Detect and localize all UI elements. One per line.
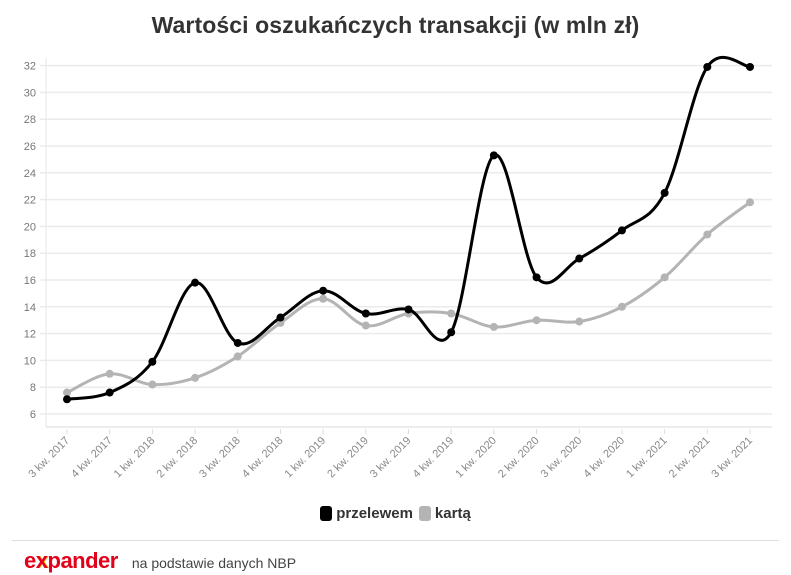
legend-label: kartą <box>434 505 471 522</box>
data-point[interactable] <box>746 62 754 71</box>
data-point[interactable] <box>447 328 456 337</box>
x-tick-label: 3 kw. 2017 <box>26 435 72 481</box>
data-point[interactable] <box>148 380 157 389</box>
legend-label: przelewem <box>336 505 413 522</box>
x-tick-label: 4 kw. 2017 <box>69 435 115 481</box>
data-point[interactable] <box>319 286 328 295</box>
source-note: na podstawie danych NBP <box>131 555 297 571</box>
data-point[interactable] <box>191 278 200 287</box>
data-point[interactable] <box>703 230 712 239</box>
y-tick-label: 28 <box>24 114 36 126</box>
data-point[interactable] <box>617 226 626 235</box>
data-point[interactable] <box>233 352 242 361</box>
legend-item-przelewem[interactable]: przelewem <box>320 505 413 522</box>
x-tick-label: 1 kw. 2021 <box>624 435 670 481</box>
data-point[interactable] <box>532 316 541 325</box>
y-tick-label: 18 <box>24 248 36 260</box>
x-tick-label: 4 kw. 2018 <box>240 435 286 481</box>
y-tick-label: 32 <box>24 61 36 73</box>
data-point[interactable] <box>575 317 584 326</box>
x-tick-label: 4 kw. 2020 <box>581 435 627 481</box>
y-tick-label: 14 <box>24 302 36 314</box>
footer: expander na podstawie danych NBP <box>24 548 296 574</box>
x-tick-label: 1 kw. 2018 <box>112 435 158 481</box>
data-point[interactable] <box>361 321 370 330</box>
legend-swatch-icon <box>418 506 431 521</box>
logo-part: pander <box>47 548 119 573</box>
logo-x: x <box>35 548 48 573</box>
x-tick-label: 2 kw. 2020 <box>496 435 542 481</box>
data-point[interactable] <box>63 388 71 397</box>
y-tick-label: 22 <box>24 195 36 207</box>
legend: przelewem kartą <box>0 505 791 522</box>
x-tick-label: 4 kw. 2019 <box>411 435 457 481</box>
data-point[interactable] <box>361 309 370 318</box>
x-tick-label: 2 kw. 2021 <box>667 435 713 481</box>
y-tick-label: 30 <box>24 87 36 99</box>
x-tick-label: 3 kw. 2019 <box>368 435 414 481</box>
data-point[interactable] <box>660 273 669 282</box>
series-lines <box>63 56 754 404</box>
y-tick-label: 26 <box>24 141 36 153</box>
y-tick-label: 10 <box>24 355 36 367</box>
expander-logo: expander <box>24 548 118 574</box>
legend-item-karta[interactable]: kartą <box>418 505 471 522</box>
data-point[interactable] <box>575 254 584 263</box>
data-point[interactable] <box>105 369 114 378</box>
y-tick-label: 8 <box>30 382 36 394</box>
data-point[interactable] <box>105 388 114 397</box>
series-line <box>65 200 752 395</box>
data-point[interactable] <box>447 309 456 318</box>
y-tick-label: 12 <box>24 329 36 341</box>
data-point[interactable] <box>148 357 157 366</box>
x-tick-label: 1 kw. 2020 <box>453 435 499 481</box>
y-tick-label: 20 <box>24 221 36 233</box>
series-przelewem <box>63 56 754 404</box>
data-point[interactable] <box>703 62 712 71</box>
data-point[interactable] <box>404 305 413 314</box>
y-tick-label: 16 <box>24 275 36 287</box>
x-tick-label: 2 kw. 2018 <box>155 435 201 481</box>
data-point[interactable] <box>532 273 541 282</box>
gridlines <box>40 64 772 415</box>
data-point[interactable] <box>746 198 754 207</box>
data-point[interactable] <box>489 151 498 160</box>
x-tick-label: 3 kw. 2021 <box>709 435 755 481</box>
data-point[interactable] <box>617 302 626 311</box>
data-point[interactable] <box>233 338 242 347</box>
series-karta <box>63 198 754 397</box>
series-line <box>65 56 752 401</box>
y-tick-label: 6 <box>30 409 36 421</box>
data-point[interactable] <box>660 188 669 197</box>
data-point[interactable] <box>319 294 328 303</box>
data-point[interactable] <box>489 322 498 331</box>
data-point[interactable] <box>63 395 71 404</box>
y-axis: 6 8 10 12 14 16 18 20 22 24 26 28 30 32 <box>24 58 47 427</box>
y-tick-label: 24 <box>24 168 36 180</box>
legend-swatch-icon <box>320 506 333 521</box>
logo-part: e <box>24 548 36 573</box>
footer-divider <box>12 540 779 541</box>
x-tick-label: 2 kw. 2019 <box>325 435 371 481</box>
x-tick-label: 3 kw. 2018 <box>197 435 243 481</box>
data-point[interactable] <box>191 373 200 382</box>
chart-title: Wartości oszukańczych transakcji (w mln … <box>151 12 640 38</box>
data-point[interactable] <box>276 313 285 322</box>
x-tick-label: 1 kw. 2019 <box>283 435 329 481</box>
x-tick-label: 3 kw. 2020 <box>539 435 585 481</box>
